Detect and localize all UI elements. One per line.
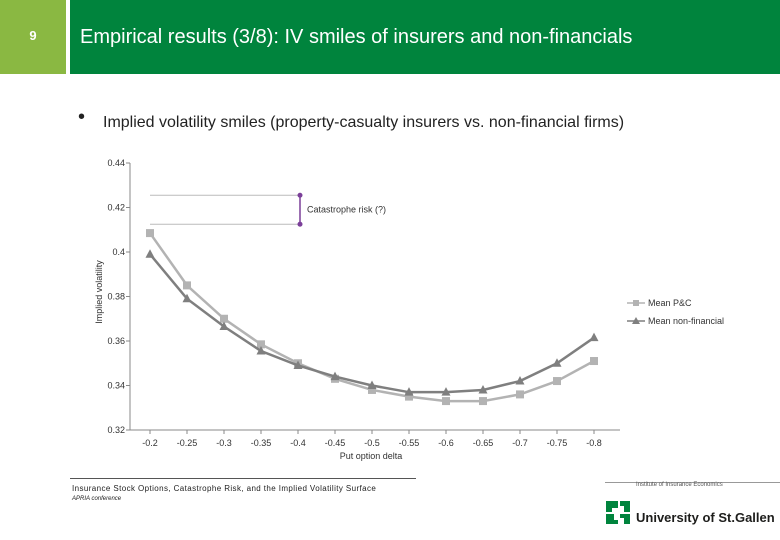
x-tick-label: -0.65: [473, 438, 494, 448]
series-point: [256, 346, 266, 355]
x-tick-label: -0.2: [142, 438, 158, 448]
series-point: [589, 332, 599, 342]
series-point: [553, 377, 561, 386]
y-tick-label: 0.4: [112, 247, 125, 257]
slide-number: 9: [29, 28, 37, 43]
x-tick-label: -0.75: [547, 438, 568, 448]
x-axis-label: Put option delta: [340, 451, 403, 461]
series-line: [148, 232, 595, 403]
series-point: [442, 397, 450, 406]
x-tick-label: -0.3: [216, 438, 232, 448]
series-line: [149, 253, 595, 394]
series-point: [368, 385, 376, 394]
series-point: [257, 340, 265, 349]
institute-rule: [605, 482, 780, 483]
series-point: [590, 357, 598, 366]
series-point: [479, 397, 487, 406]
bullet-text: Implied volatility smiles (property-casu…: [103, 114, 625, 131]
y-tick-label: 0.38: [107, 292, 125, 302]
y-tick-label: 0.32: [107, 425, 125, 435]
series-point: [145, 249, 155, 258]
series-point: [367, 380, 377, 389]
annotation-label: Catastrophe risk (?): [307, 205, 386, 215]
annotation-dot-bottom: [297, 221, 303, 227]
series-point: [219, 321, 229, 331]
series-point: [552, 358, 562, 367]
slide-title: Empirical results (3/8): IV smiles of in…: [80, 26, 633, 48]
series-point: [183, 281, 191, 290]
legend-label: Mean P&C: [648, 298, 692, 308]
series-point: [405, 392, 413, 401]
x-tick-label: -0.4: [290, 438, 306, 448]
series-point: [146, 229, 154, 238]
title-bar: Empirical results (3/8): IV smiles of in…: [70, 0, 780, 74]
x-tick-label: -0.35: [251, 438, 272, 448]
legend-marker: [632, 317, 640, 324]
footer-subtitle: APRIA conference: [72, 496, 122, 502]
series-point: [516, 390, 524, 399]
series-point: [330, 371, 340, 381]
series-point: [293, 360, 303, 369]
x-tick-label: -0.7: [512, 438, 528, 448]
footer-title: Insurance Stock Options, Catastrophe Ris…: [72, 484, 377, 493]
annotation-dot-top: [297, 192, 303, 198]
x-tick-label: -0.8: [586, 438, 602, 448]
series-point: [404, 387, 414, 396]
university-name: University of St.Gallen: [636, 510, 775, 525]
x-tick-label: -0.5: [364, 438, 380, 448]
institute-name: Institute of Insurance Economics: [636, 482, 723, 488]
y-tick-label: 0.42: [107, 203, 125, 213]
y-axis-label: Implied volatility: [94, 260, 104, 324]
x-tick-label: -0.25: [177, 438, 198, 448]
y-tick-label: 0.34: [107, 381, 125, 391]
series-point: [441, 387, 451, 396]
series-point: [478, 384, 488, 394]
series-point: [515, 376, 525, 385]
series-point: [220, 314, 228, 323]
y-tick-label: 0.36: [107, 336, 125, 346]
slide-number-box: 9: [0, 0, 66, 74]
bullet-icon: •: [78, 106, 86, 128]
x-tick-label: -0.55: [399, 438, 420, 448]
footer-rule: [70, 478, 416, 479]
hsg-logo-icon: [604, 498, 632, 526]
x-tick-label: -0.6: [438, 438, 454, 448]
y-tick-label: 0.44: [107, 158, 125, 168]
legend-label: Mean non-financial: [648, 316, 724, 326]
x-tick-label: -0.45: [325, 438, 346, 448]
legend-marker: [633, 300, 639, 306]
series-point: [182, 293, 192, 303]
